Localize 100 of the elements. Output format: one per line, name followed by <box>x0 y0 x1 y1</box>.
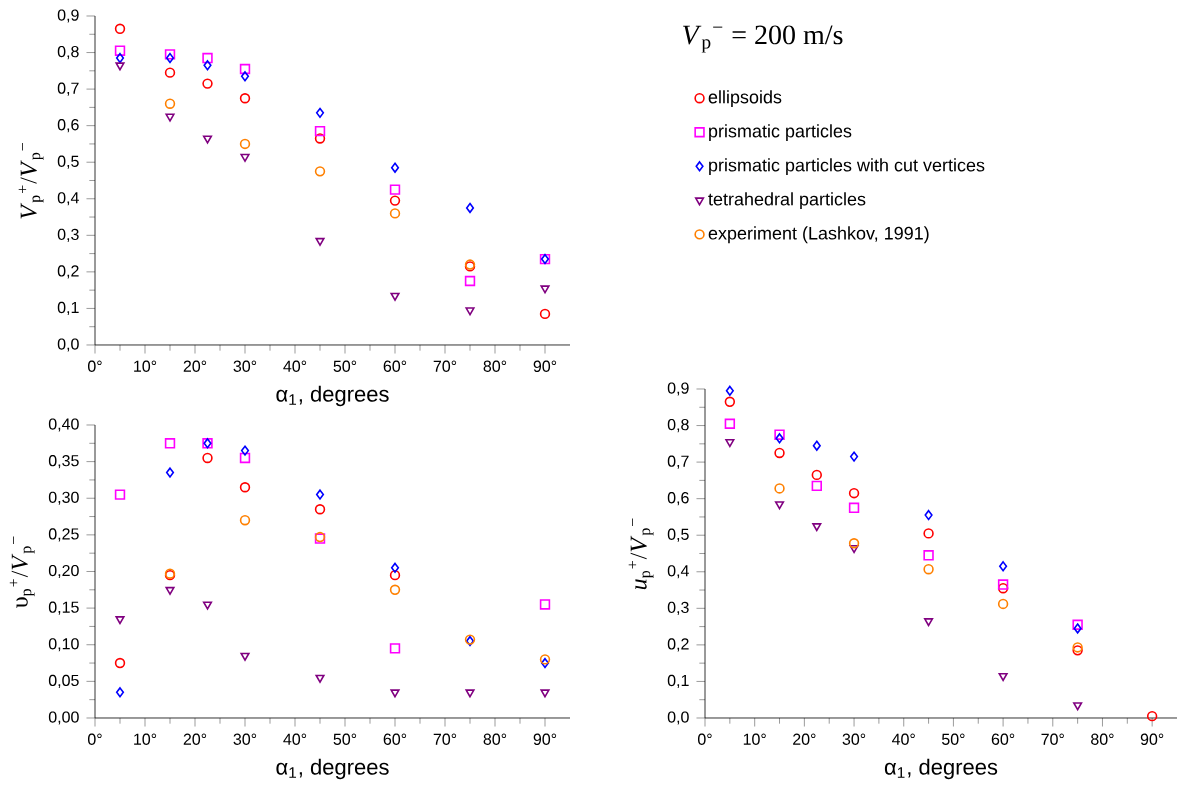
x-tick-label: 10° <box>134 733 157 745</box>
point <box>923 618 934 627</box>
point <box>239 482 251 493</box>
point <box>465 307 475 316</box>
point <box>724 396 736 407</box>
point <box>812 440 821 451</box>
point <box>997 579 1009 590</box>
x-tick-label: 40° <box>283 360 307 372</box>
y-tick-label: 0,0 <box>667 711 689 725</box>
point <box>165 467 175 478</box>
point <box>1146 710 1158 722</box>
x-tick-label: 90° <box>533 733 557 745</box>
point <box>164 438 176 449</box>
point <box>774 483 785 494</box>
point <box>1072 619 1083 630</box>
point <box>315 489 325 500</box>
point <box>314 504 326 515</box>
point <box>164 67 176 78</box>
x-tick-label: 30° <box>842 733 866 745</box>
point <box>115 616 125 625</box>
point <box>165 113 175 122</box>
point <box>114 657 126 669</box>
point <box>540 689 550 698</box>
point <box>923 564 934 575</box>
point <box>775 433 784 444</box>
point <box>202 135 213 144</box>
point <box>389 208 401 219</box>
x-tick-label: 30° <box>233 733 257 745</box>
text: V$_{p}$$^{−}$ = 200 m/s <box>683 25 843 53</box>
y-tick-label: 0,0 <box>57 338 79 352</box>
point <box>202 452 213 464</box>
y-tick-label: 0,10 <box>48 638 79 652</box>
y-tick-label: 0,2 <box>667 638 689 652</box>
point <box>540 285 550 294</box>
point <box>998 672 1008 682</box>
point <box>165 52 175 64</box>
point <box>115 687 125 698</box>
point <box>464 275 476 287</box>
point <box>774 429 785 440</box>
x-tick-label: 10° <box>743 733 766 745</box>
point <box>315 237 325 246</box>
point <box>848 538 860 549</box>
x-tick-label: 60° <box>383 733 407 745</box>
point <box>389 584 401 595</box>
x-tick-label: 40° <box>892 733 915 745</box>
point <box>240 652 250 661</box>
point <box>774 501 785 510</box>
x-tick-label: 70° <box>433 360 457 372</box>
y-tick-label: 0,25 <box>48 528 79 542</box>
y-tick-label: 0,9 <box>57 9 79 23</box>
legend-label: ellipsoids <box>708 90 782 107</box>
x-axis-title: α$_{1}$, degrees <box>276 758 389 780</box>
point <box>165 586 175 595</box>
x-tick-label: 0° <box>87 733 102 745</box>
y-tick-label: 0,5 <box>667 528 689 542</box>
x-axis-title: α$_{1}$, degrees <box>884 758 998 780</box>
y-tick-label: 0,35 <box>48 455 79 469</box>
x-tick-label: 90° <box>533 360 557 372</box>
point <box>539 654 551 665</box>
point <box>999 561 1008 572</box>
x-tick-label: 60° <box>991 733 1015 745</box>
x-tick-label: 50° <box>941 733 965 745</box>
point <box>239 138 251 150</box>
point <box>848 487 860 499</box>
x-tick-label: 30° <box>233 360 257 372</box>
point <box>314 166 326 177</box>
point <box>114 489 126 500</box>
point <box>240 153 250 162</box>
y-tick-label: 0,6 <box>57 119 79 133</box>
point <box>203 60 212 71</box>
point <box>812 523 822 532</box>
y-axis-title: V$_{p}$$^{+}$/V$_{p}$− <box>18 142 44 219</box>
point <box>923 550 934 561</box>
point <box>314 125 326 137</box>
point <box>114 45 126 56</box>
y-tick-label: 0,1 <box>57 301 79 316</box>
x-axis-title: α$_{1}$, degrees <box>276 385 389 407</box>
point <box>725 439 735 448</box>
legend-label: tetrahedral particles <box>708 192 866 210</box>
x-tick-label: 80° <box>1091 733 1114 745</box>
point <box>465 689 475 698</box>
point <box>239 515 251 526</box>
point <box>164 49 176 60</box>
y-tick-label: 0,5 <box>57 155 79 169</box>
x-tick-label: 0° <box>87 360 102 372</box>
y-tick-label: 0,00 <box>48 711 79 725</box>
point <box>1073 623 1082 634</box>
point <box>390 292 400 301</box>
y-tick-label: 0,3 <box>57 228 79 242</box>
x-tick-label: 60° <box>383 360 407 372</box>
point <box>540 657 550 669</box>
point <box>389 195 401 206</box>
x-tick-label: 20° <box>183 360 207 372</box>
x-tick-label: 10° <box>134 360 157 372</box>
y-tick-label: 0,30 <box>48 491 79 505</box>
x-tick-label: 80° <box>483 733 507 745</box>
point <box>239 452 251 464</box>
y-tick-label: 0,05 <box>48 674 79 688</box>
point <box>539 308 551 320</box>
point <box>389 184 401 195</box>
